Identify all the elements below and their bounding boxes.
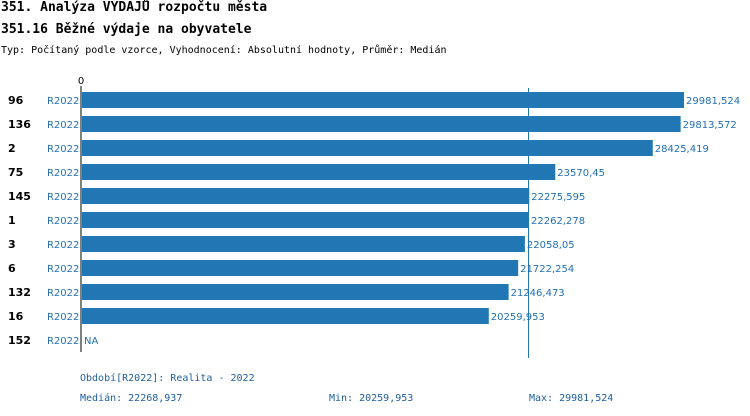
series-label: R2022 [47,120,79,131]
value-label: 28425,419 [655,144,709,155]
bar [82,140,653,156]
x-tick-label: 0 [78,76,84,87]
series-label: R2022 [47,168,79,179]
series-label: R2022 [47,288,79,299]
footer-max: Max: 29981,524 [529,393,614,404]
value-label: 22058,05 [527,240,575,251]
value-label: 22275,595 [531,192,585,203]
row-label: 2 [8,142,16,155]
row-label: 1 [8,214,16,227]
series-label: R2022 [47,240,79,251]
page-title: 351. Analýza VÝDAJŮ rozpočtu města [1,0,268,15]
bar [82,284,509,300]
row-label: 145 [8,190,31,203]
bar [82,308,489,324]
row-label: 6 [8,262,16,275]
chart-subtitle: 351.16 Běžné výdaje na obyvatele [1,22,252,37]
row-label: 136 [8,118,31,131]
value-label: 22262,278 [531,216,585,227]
series-label: R2022 [47,192,79,203]
series-label: R2022 [47,144,79,155]
footer-min: Min: 20259,953 [329,393,414,404]
bar [82,212,530,228]
series-label: R2022 [47,312,79,323]
row-label: 152 [8,334,31,347]
value-label: 29981,524 [686,96,740,107]
footer-period: Období[R2022]: Realita - 2022 [80,373,255,384]
bar [82,116,681,132]
bar [82,92,684,108]
value-label: NA [84,336,98,347]
value-label: 29813,572 [683,120,737,131]
series-label: R2022 [47,264,79,275]
row-label: 132 [8,286,31,299]
series-label: R2022 [47,96,79,107]
series-label: R2022 [47,216,79,227]
row-label: 75 [8,166,23,179]
bar [82,236,525,252]
value-label: 21722,254 [520,264,574,275]
row-label: 96 [8,94,24,107]
bar [82,260,519,276]
bar [82,164,556,180]
value-label: 20259,953 [491,312,545,323]
footer-median: Medián: 22268,937 [80,393,183,404]
value-label: 23570,45 [557,168,605,179]
chart-meta: Typ: Počítaný podle vzorce, Vyhodnocení:… [1,45,447,56]
row-label: 3 [8,238,16,251]
bar [82,188,530,204]
series-label: R2022 [47,336,79,347]
value-label: 21246,473 [511,288,565,299]
row-label: 16 [8,310,24,323]
